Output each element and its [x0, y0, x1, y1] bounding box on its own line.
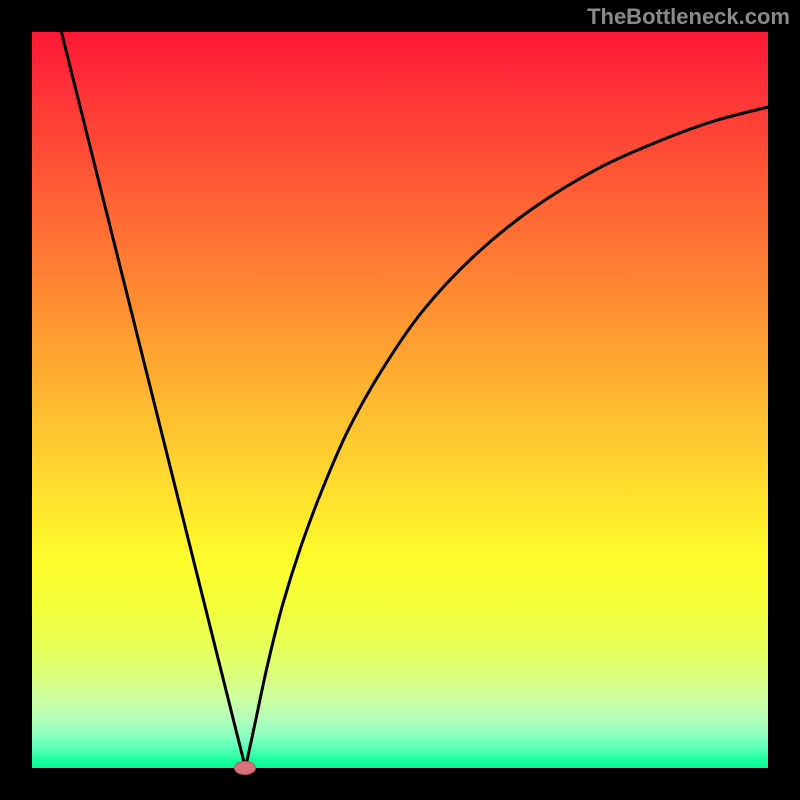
bottleneck-curve — [32, 32, 768, 768]
watermark-text: TheBottleneck.com — [587, 4, 790, 30]
curve-left-branch — [61, 32, 245, 768]
plot-area — [32, 32, 768, 768]
vertex-marker — [234, 761, 256, 775]
curve-right-branch — [245, 107, 768, 768]
